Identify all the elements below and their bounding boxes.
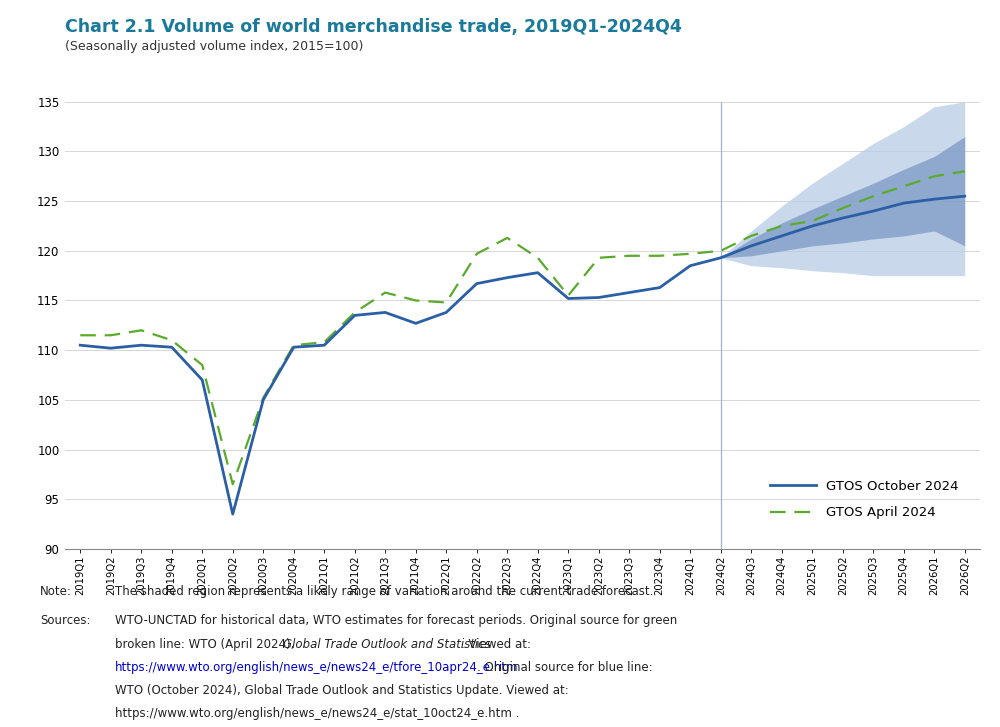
Text: Note:: Note: xyxy=(40,585,72,598)
Text: https://www.wto.org/english/news_e/news24_e/stat_10oct24_e.htm .: https://www.wto.org/english/news_e/news2… xyxy=(115,707,519,720)
Text: WTO-UNCTAD for historical data, WTO estimates for forecast periods. Original sou: WTO-UNCTAD for historical data, WTO esti… xyxy=(115,614,677,627)
Text: . Viewed at:: . Viewed at: xyxy=(461,638,531,651)
Text: Global Trade Outlook and Statistics: Global Trade Outlook and Statistics xyxy=(283,638,491,651)
Text: broken line: WTO (April 2024),: broken line: WTO (April 2024), xyxy=(115,638,298,651)
Text: WTO (October 2024), Global Trade Outlook and Statistics Update. Viewed at:: WTO (October 2024), Global Trade Outlook… xyxy=(115,684,569,697)
Text: The shaded region represents a likely range of variation around the current trad: The shaded region represents a likely ra… xyxy=(115,585,653,598)
Text: Sources:: Sources: xyxy=(40,614,90,627)
Text: https://www.wto.org/english/news_e/news24_e/tfore_10apr24_e.htm: https://www.wto.org/english/news_e/news2… xyxy=(115,661,518,674)
Text: . Original source for blue line:: . Original source for blue line: xyxy=(477,661,653,674)
Text: (Seasonally adjusted volume index, 2015=100): (Seasonally adjusted volume index, 2015=… xyxy=(65,40,363,53)
Text: Chart 2.1 Volume of world merchandise trade, 2019Q1-2024Q4: Chart 2.1 Volume of world merchandise tr… xyxy=(65,18,682,36)
Legend: GTOS October 2024, GTOS April 2024: GTOS October 2024, GTOS April 2024 xyxy=(764,475,964,524)
